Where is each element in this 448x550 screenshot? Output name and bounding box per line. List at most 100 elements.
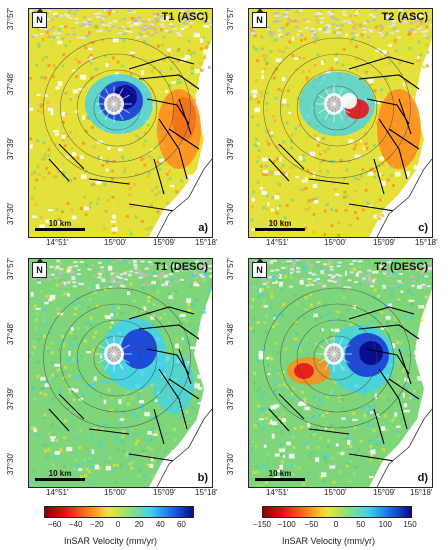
relief-shade xyxy=(76,273,81,276)
relief-shade xyxy=(64,13,69,16)
velocity-pixel xyxy=(274,425,278,429)
scale-bar-label: 10 km xyxy=(268,219,292,228)
relief-shade xyxy=(343,13,347,16)
no-data-gap xyxy=(321,60,324,65)
velocity-pixel xyxy=(330,66,334,70)
velocity-pixel xyxy=(265,314,269,318)
velocity-pixel xyxy=(344,436,348,440)
velocity-pixel xyxy=(90,76,94,80)
velocity-pixel xyxy=(89,53,93,57)
relief-shade xyxy=(63,284,68,287)
velocity-pixel xyxy=(119,464,123,468)
relief-shade xyxy=(424,10,429,13)
velocity-pixel xyxy=(64,419,68,422)
velocity-pixel xyxy=(344,29,348,33)
velocity-pixel xyxy=(83,339,87,343)
velocity-pixel xyxy=(302,303,305,307)
velocity-pixel xyxy=(55,439,59,442)
velocity-pixel xyxy=(394,301,398,305)
no-data-gap xyxy=(78,468,83,472)
contour-line xyxy=(263,37,411,179)
velocity-pixel xyxy=(188,308,191,312)
velocity-pixel xyxy=(394,49,398,53)
velocity-pixel xyxy=(288,40,292,44)
velocity-pixel xyxy=(396,434,400,438)
relief-shade xyxy=(141,283,146,286)
velocity-pixel xyxy=(342,140,346,144)
velocity-pixel xyxy=(282,110,286,114)
velocity-pixel xyxy=(53,10,57,14)
relief-shade xyxy=(134,271,139,274)
velocity-pixel xyxy=(288,380,292,384)
contour-line xyxy=(59,303,175,413)
no-data-gap xyxy=(40,376,46,381)
velocity-pixel xyxy=(52,64,56,67)
velocity-pixel xyxy=(52,297,56,301)
velocity-pixel xyxy=(47,171,51,175)
velocity-pixel xyxy=(74,307,78,310)
no-data-gap xyxy=(299,401,306,406)
relief-shade xyxy=(277,20,282,23)
velocity-pixel xyxy=(148,315,152,319)
velocity-pixel xyxy=(327,444,331,448)
east-flank-anomaly xyxy=(377,89,421,169)
relief-shade xyxy=(280,27,284,30)
velocity-pixel xyxy=(298,346,302,350)
relief-shade xyxy=(55,36,60,39)
no-data-gap xyxy=(105,315,111,319)
velocity-pixel xyxy=(335,61,339,65)
velocity-pixel xyxy=(94,331,98,335)
velocity-pixel xyxy=(327,324,331,328)
velocity-pixel xyxy=(303,320,307,323)
velocity-pixel xyxy=(424,43,428,47)
velocity-pixel xyxy=(351,143,355,147)
relief-shade xyxy=(304,27,309,30)
velocity-pixel xyxy=(170,435,174,439)
relief-shade xyxy=(298,9,303,12)
velocity-pixel xyxy=(60,219,64,223)
velocity-pixel xyxy=(49,470,52,474)
velocity-pixel xyxy=(403,261,407,265)
velocity-pixel xyxy=(103,33,107,36)
sea-area xyxy=(377,159,432,237)
velocity-pixel xyxy=(378,13,382,17)
velocity-pixel xyxy=(290,397,294,401)
velocity-pixel xyxy=(158,161,162,165)
relief-shade xyxy=(175,280,180,283)
velocity-pixel xyxy=(360,310,364,314)
relief-shade xyxy=(70,270,75,273)
velocity-pixel xyxy=(90,183,94,187)
velocity-pixel xyxy=(398,266,402,270)
relief-shade xyxy=(303,18,307,21)
fault-line xyxy=(128,56,195,70)
no-data-gap xyxy=(321,472,327,477)
velocity-pixel xyxy=(137,309,141,313)
no-data-gap xyxy=(263,169,269,174)
velocity-pixel xyxy=(61,351,65,354)
velocity-pixel xyxy=(423,306,426,310)
velocity-pixel xyxy=(252,134,256,138)
velocity-pixel xyxy=(135,172,139,176)
no-data-gap xyxy=(378,173,382,177)
velocity-pixel xyxy=(265,207,269,211)
velocity-pixel xyxy=(192,302,196,306)
velocity-pixel xyxy=(85,326,89,330)
velocity-pixel xyxy=(105,377,109,381)
relief-shade xyxy=(426,285,431,288)
velocity-pixel xyxy=(131,52,135,56)
velocity-pixel xyxy=(152,302,156,306)
velocity-pixel xyxy=(376,110,380,114)
velocity-pixel xyxy=(141,305,145,309)
velocity-pixel xyxy=(340,425,344,429)
velocity-pixel xyxy=(66,407,70,411)
velocity-pixel xyxy=(322,72,326,75)
velocity-pixel xyxy=(254,79,258,83)
velocity-pixel xyxy=(345,464,349,468)
velocity-pixel xyxy=(281,103,285,107)
relief-shade xyxy=(281,261,286,264)
no-data-gap xyxy=(278,33,282,38)
no-data-gap xyxy=(267,201,270,206)
velocity-pixel xyxy=(404,263,408,267)
velocity-pixel xyxy=(292,29,296,33)
velocity-pixel xyxy=(369,467,373,471)
